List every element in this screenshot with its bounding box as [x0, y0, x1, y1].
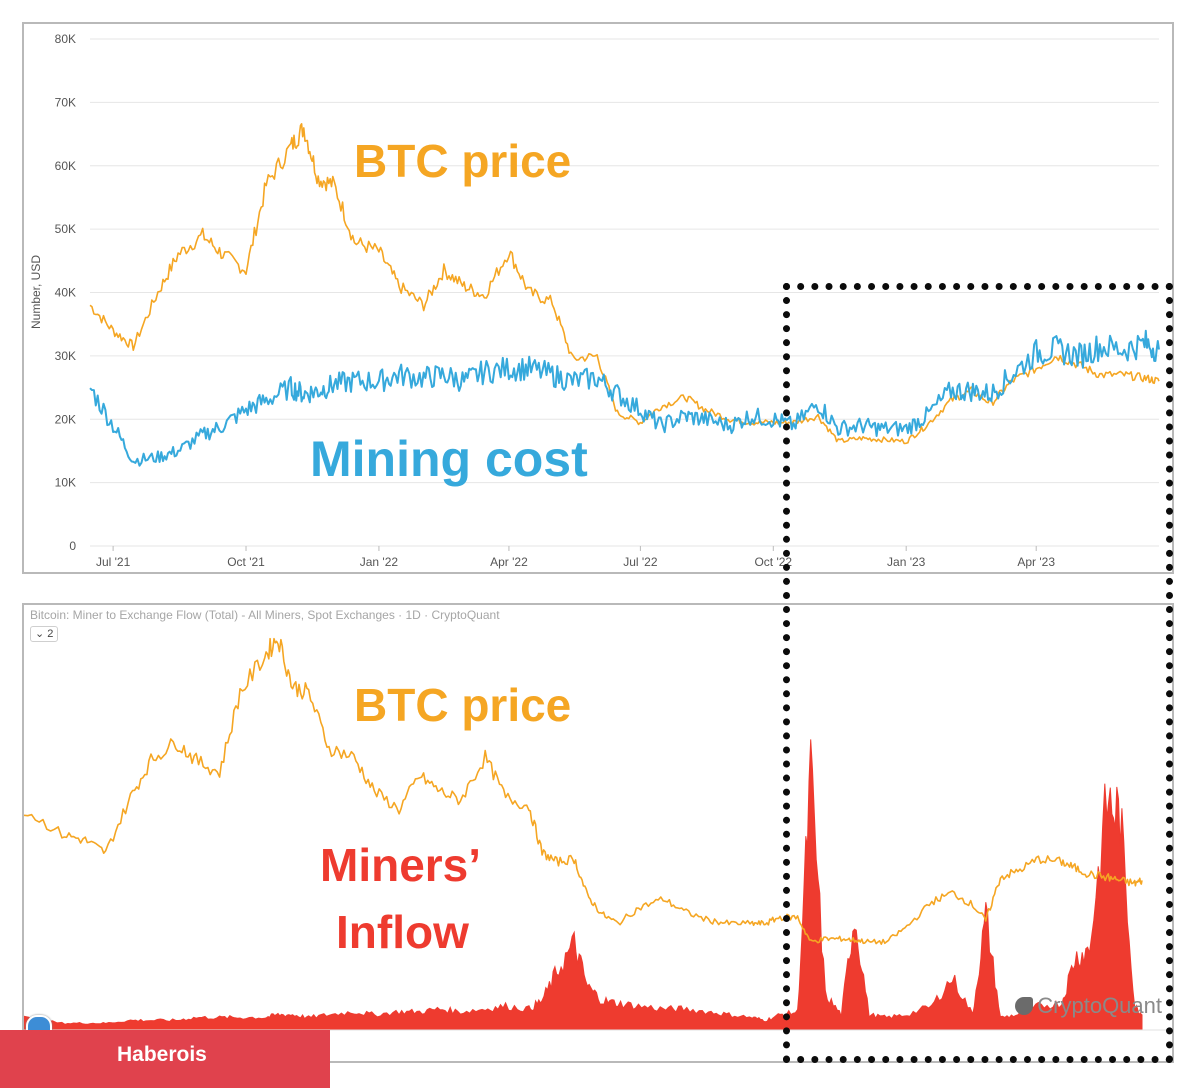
bottom-chart-panel: BTC price Miners’ Inflow Bitcoin: Miner to… [22, 603, 1174, 1063]
x-tick-label: Jan '22 [360, 555, 399, 569]
cryptoquant-logo-icon [1015, 997, 1034, 1015]
brand-banner: Haberois [0, 1030, 330, 1088]
miners-inflow-label-line2: Inflow [336, 906, 469, 958]
mining-cost-line [89, 329, 1160, 467]
miners-inflow-label-line1: Miners’ [320, 839, 481, 891]
y-tick-label: 30K [55, 349, 76, 363]
chart-header: Bitcoin: Miner to Exchange Flow (Total) … [30, 608, 500, 622]
brand-name: Haberois [117, 1043, 207, 1066]
y-tick-label: 60K [55, 159, 76, 173]
btc-price-label: BTC price [354, 135, 571, 187]
cryptoquant-watermark: CryptoQuant [1015, 993, 1162, 1019]
watermark-text: CryptoQuant [1037, 993, 1162, 1018]
btc-price-line [89, 123, 1160, 445]
bottom-chart-svg: BTC price Miners’ Inflow [24, 637, 1172, 1031]
y-tick-label: 20K [55, 412, 76, 426]
btc-price-label-bottom: BTC price [354, 679, 571, 731]
x-tick-label: Jul '22 [623, 555, 658, 569]
y-tick-label: 10K [55, 476, 76, 490]
top-chart-panel: 0 10K 20K 30K 40K 50K 60K 70K 80K Number, USD Jul … [22, 22, 1174, 574]
mining-cost-label: Mining cost [310, 431, 588, 487]
y-tick-label: 50K [55, 222, 76, 236]
y-tick-label: 80K [55, 32, 76, 46]
y-tick-label: 0 [69, 539, 76, 553]
y-tick-label: 70K [55, 95, 76, 109]
y-axis-title: Number, USD [29, 255, 43, 329]
x-tick-label: Apr '23 [1017, 555, 1055, 569]
x-tick-label: Jul '21 [96, 555, 131, 569]
x-tick-label: Oct '22 [754, 555, 792, 569]
x-tick-label: Apr '22 [490, 555, 528, 569]
x-tick-label: Jan '23 [887, 555, 926, 569]
y-tick-label: 40K [55, 286, 76, 300]
x-tick-label: Oct '21 [227, 555, 265, 569]
top-chart-svg: 0 10K 20K 30K 40K 50K 60K 70K 80K Number, USD Jul … [29, 32, 1160, 569]
series-count-chip[interactable]: ⌄ 2 [30, 626, 59, 642]
btc-price-line-bottom [24, 637, 1143, 945]
miners-inflow-area [24, 739, 1143, 1030]
